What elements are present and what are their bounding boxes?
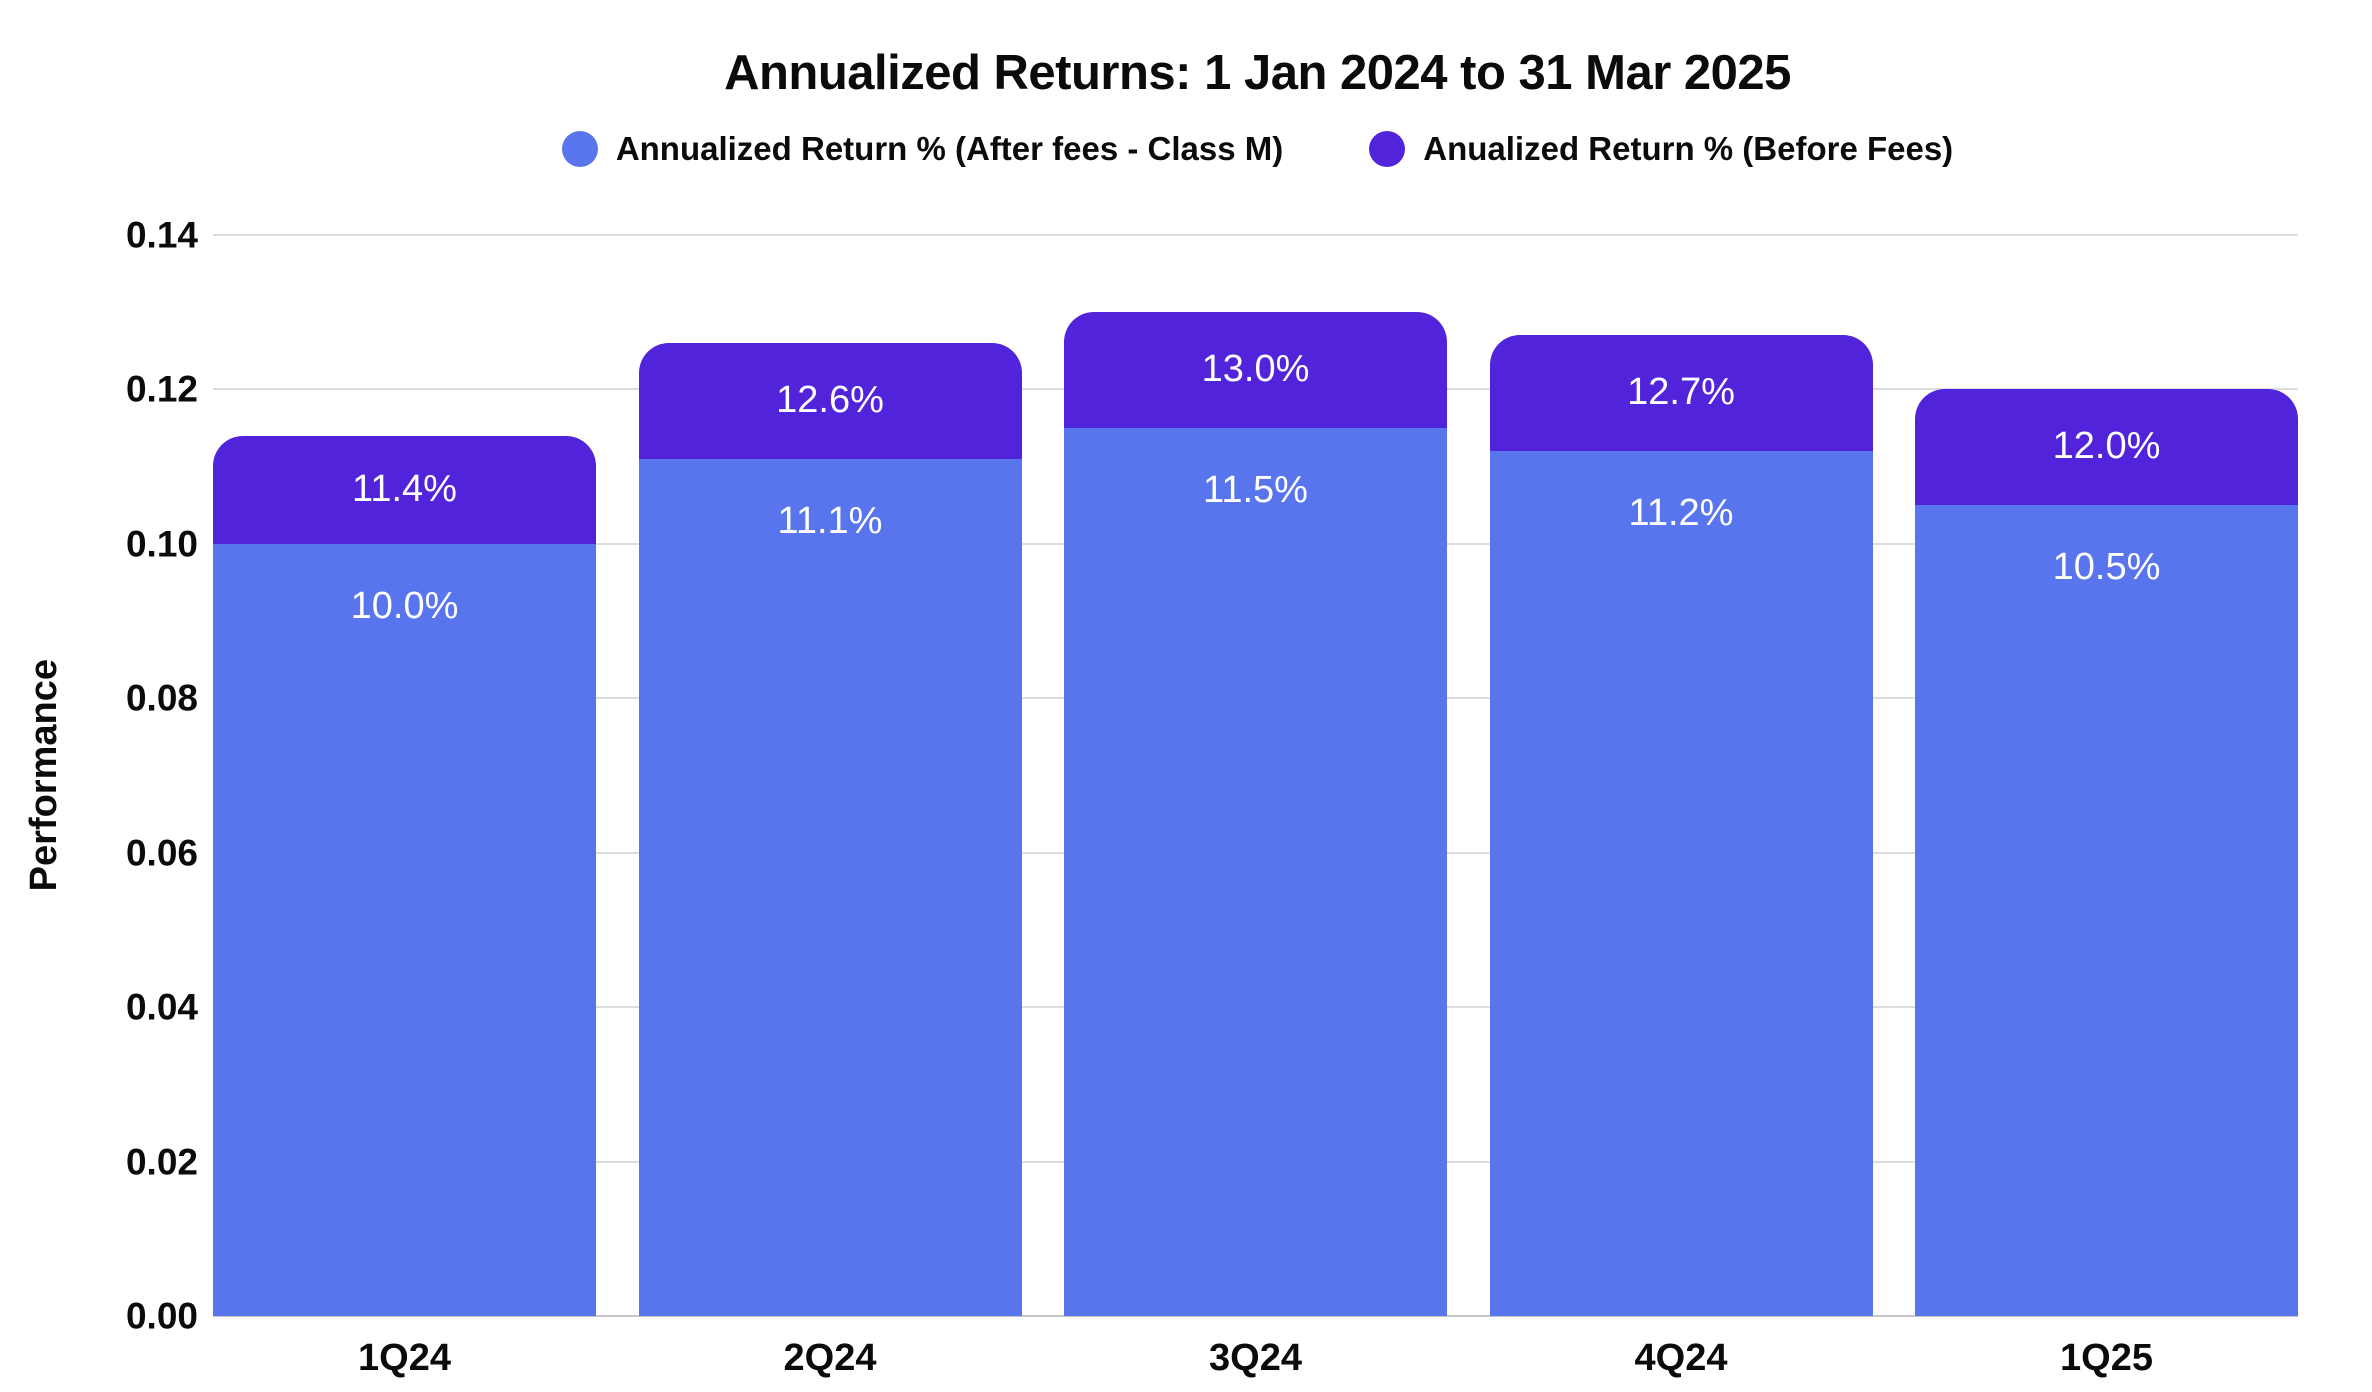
bar-before-fees-label: 12.6% bbox=[776, 379, 884, 422]
bar-1q25: 12.0% 10.5% 1Q25 bbox=[1915, 389, 2298, 1379]
y-tick-label: 0.00 bbox=[125, 1295, 198, 1337]
y-tick-label: 0.12 bbox=[125, 368, 198, 410]
x-axis-label: 1Q25 bbox=[2060, 1337, 2153, 1379]
x-axis-label: 2Q24 bbox=[783, 1337, 877, 1379]
y-tick-label: 0.02 bbox=[125, 1141, 198, 1183]
bar-after-fees-label: 10.5% bbox=[2052, 546, 2161, 589]
plot-area: 11.4% 10.0% 1Q24 12.6% 11.1% 2Q24 13.0% 11.5% 3Q… bbox=[213, 234, 2298, 1379]
y-axis: 0.00 0.02 0.04 0.06 0.08 0.10 0.12 0.14 bbox=[0, 217, 198, 1335]
bar-after-fees-segment: 11.2% bbox=[1489, 451, 1873, 1316]
bar-before-fees-label: 12.0% bbox=[2052, 425, 2161, 468]
y-tick-label: 0.08 bbox=[125, 677, 198, 719]
y-tick-label: 0.10 bbox=[125, 523, 198, 565]
bar-1q24: 11.4% 10.0% 1Q24 bbox=[213, 435, 596, 1379]
bar-before-fees-segment: 11.4% bbox=[213, 435, 596, 544]
y-tick-label: 0.04 bbox=[125, 986, 198, 1028]
bar-after-fees-segment: 10.5% bbox=[1915, 505, 2298, 1316]
bar-after-fees-segment: 10.0% bbox=[213, 543, 596, 1316]
legend: Annualized Return % (After fees - Class … bbox=[215, 130, 2300, 168]
x-axis-label: 1Q24 bbox=[358, 1337, 451, 1379]
chart-title: Annualized Returns: 1 Jan 2024 to 31 Mar… bbox=[724, 45, 1791, 100]
legend-swatch-after-fees-icon bbox=[561, 131, 598, 167]
legend-item-before-fees: Anualized Return % (Before Fees) bbox=[1369, 130, 1953, 168]
gridline bbox=[213, 234, 2298, 236]
bar-before-fees-segment: 12.6% bbox=[638, 343, 1022, 459]
legend-label-after-fees: Annualized Return % (After fees - Class … bbox=[615, 130, 1284, 167]
bar-before-fees-label: 12.7% bbox=[1627, 371, 1735, 414]
bar-after-fees-label: 11.1% bbox=[777, 499, 883, 542]
x-axis-label: 4Q24 bbox=[1634, 1337, 1728, 1379]
y-tick-label: 0.14 bbox=[125, 214, 198, 256]
bar-before-fees-label: 13.0% bbox=[1201, 348, 1310, 391]
bar-after-fees-label: 11.5% bbox=[1203, 469, 1308, 512]
bar-before-fees-segment: 13.0% bbox=[1064, 312, 1447, 429]
bar-2q24: 12.6% 11.1% 2Q24 bbox=[638, 343, 1022, 1379]
bars-container: 11.4% 10.0% 1Q24 12.6% 11.1% 2Q24 13.0% 11.5% 3Q… bbox=[213, 235, 2298, 1379]
bar-4q24: 12.7% 11.2% 4Q24 bbox=[1489, 335, 1873, 1379]
x-axis-label: 3Q24 bbox=[1209, 1337, 1302, 1379]
bar-after-fees-label: 10.0% bbox=[350, 584, 459, 627]
bar-before-fees-segment: 12.7% bbox=[1489, 335, 1873, 452]
bar-before-fees-segment: 12.0% bbox=[1915, 389, 2298, 506]
y-tick-label: 0.06 bbox=[125, 832, 198, 874]
x-axis-baseline bbox=[213, 1315, 2298, 1317]
legend-item-after-fees: Annualized Return % (After fees - Class … bbox=[561, 130, 1284, 168]
legend-label-before-fees: Anualized Return % (Before Fees) bbox=[1423, 130, 1954, 167]
legend-swatch-before-fees-icon bbox=[1369, 131, 1406, 167]
bar-after-fees-label: 11.2% bbox=[1628, 492, 1734, 535]
bar-after-fees-segment: 11.5% bbox=[1064, 428, 1447, 1316]
bar-after-fees-segment: 11.1% bbox=[638, 458, 1022, 1316]
bar-before-fees-label: 11.4% bbox=[352, 467, 457, 510]
bar-3q24: 13.0% 11.5% 3Q24 bbox=[1064, 312, 1447, 1379]
